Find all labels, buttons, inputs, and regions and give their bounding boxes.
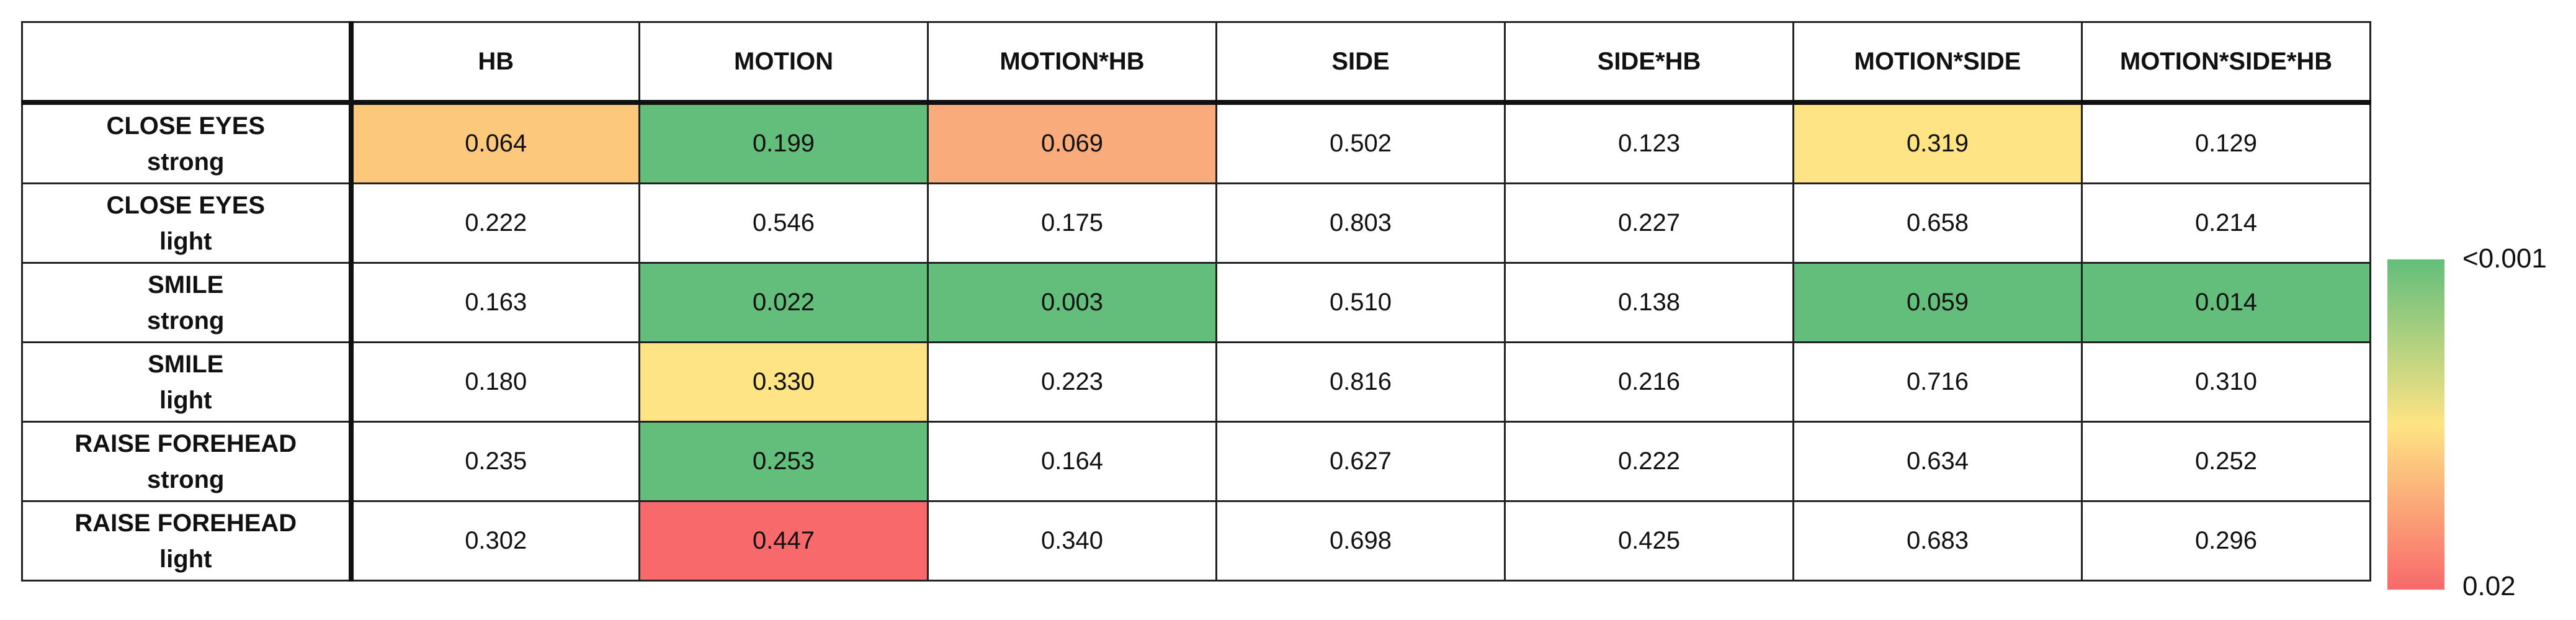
value-cell: 0.175	[927, 182, 1217, 264]
value-cell: 0.003	[927, 262, 1217, 343]
value-cell: 0.129	[2081, 101, 2371, 184]
value-cell: 0.302	[350, 500, 640, 582]
value-cell: 0.163	[350, 262, 640, 343]
value-cell: 0.319	[1792, 101, 2083, 184]
value-cell: 0.216	[1504, 341, 1794, 423]
value-cell: 0.330	[638, 341, 929, 423]
value-cell: 0.634	[1792, 421, 2083, 502]
value-cell: 0.803	[1215, 182, 1506, 264]
value-cell: 0.816	[1215, 341, 1506, 423]
column-header: MOTION*SIDE	[1792, 21, 2083, 105]
row-label-line: light	[159, 545, 212, 573]
value-cell: 0.222	[1504, 421, 1794, 502]
column-header: HB	[350, 21, 640, 105]
colorbar	[2387, 259, 2444, 590]
row-label-line: strong	[147, 148, 225, 176]
data-row: RAISE FOREHEAD light 0.302 0.447 0.340 0.698 0…	[21, 500, 2371, 582]
value-cell: 0.425	[1504, 500, 1794, 582]
value-cell: 0.199	[638, 101, 929, 184]
colorbar-bottom-label: 0.02	[2462, 571, 2516, 601]
results-table: HB MOTION MOTION*HB SIDE SIDE*HB MOTION*SIDE M…	[21, 21, 2371, 582]
data-row: CLOSE EYES strong 0.064 0.199 0.069 0.502 0.12…	[21, 101, 2371, 184]
value-cell: 0.164	[927, 421, 1217, 502]
column-header: SIDE	[1215, 21, 1506, 105]
row-label: CLOSE EYES light	[21, 182, 354, 264]
value-cell: 0.059	[1792, 262, 2083, 343]
row-label-line: SMILE	[148, 271, 224, 299]
row-label-line: light	[159, 227, 212, 255]
value-cell: 0.223	[927, 341, 1217, 423]
value-cell: 0.658	[1792, 182, 2083, 264]
row-label-line: SMILE	[148, 350, 224, 378]
value-cell: 0.502	[1215, 101, 1506, 184]
value-cell: 0.698	[1215, 500, 1506, 582]
value-cell: 0.510	[1215, 262, 1506, 343]
data-row: RAISE FOREHEAD strong 0.235 0.253 0.164 0.627…	[21, 421, 2371, 502]
row-label-line: light	[159, 386, 212, 414]
value-cell: 0.069	[927, 101, 1217, 184]
value-cell: 0.716	[1792, 341, 2083, 423]
column-header: MOTION	[638, 21, 929, 105]
header-row: HB MOTION MOTION*HB SIDE SIDE*HB MOTION*SIDE M…	[21, 21, 2371, 105]
column-header: SIDE*HB	[1504, 21, 1794, 105]
value-cell: 0.022	[638, 262, 929, 343]
data-row: SMILE light 0.180 0.330 0.223 0.816 0.216 0.716…	[21, 341, 2371, 423]
row-label: CLOSE EYES strong	[21, 101, 354, 184]
row-label-line: RAISE FOREHEAD	[74, 509, 297, 537]
value-cell: 0.235	[350, 421, 640, 502]
row-label: SMILE strong	[21, 262, 354, 343]
value-cell: 0.014	[2081, 262, 2371, 343]
row-label: RAISE FOREHEAD light	[21, 500, 354, 582]
row-label-line: CLOSE EYES	[106, 191, 266, 219]
row-label-line: strong	[147, 465, 225, 493]
value-cell: 0.123	[1504, 101, 1794, 184]
row-label: SMILE light	[21, 341, 354, 423]
value-cell: 0.447	[638, 500, 929, 582]
value-cell: 0.296	[2081, 500, 2371, 582]
value-cell: 0.310	[2081, 341, 2371, 423]
value-cell: 0.214	[2081, 182, 2371, 264]
value-cell: 0.222	[350, 182, 640, 264]
value-cell: 0.546	[638, 182, 929, 264]
column-header: MOTION*HB	[927, 21, 1217, 105]
data-row: CLOSE EYES light 0.222 0.546 0.175 0.803 0.227…	[21, 182, 2371, 264]
value-cell: 0.064	[350, 101, 640, 184]
row-label-line: strong	[147, 307, 225, 335]
colorbar-top-label: <0.001	[2462, 243, 2547, 274]
value-cell: 0.253	[638, 421, 929, 502]
colorbar-gradient	[2387, 259, 2444, 590]
value-cell: 0.683	[1792, 500, 2083, 582]
value-cell: 0.340	[927, 500, 1217, 582]
data-row: SMILE strong 0.163 0.022 0.003 0.510 0.138 0.05…	[21, 262, 2371, 343]
corner-cell	[21, 21, 354, 105]
value-cell: 0.227	[1504, 182, 1794, 264]
row-label-line: CLOSE EYES	[106, 112, 266, 140]
value-cell: 0.252	[2081, 421, 2371, 502]
value-cell: 0.627	[1215, 421, 1506, 502]
value-cell: 0.138	[1504, 262, 1794, 343]
row-label-line: RAISE FOREHEAD	[74, 429, 297, 457]
column-header: MOTION*SIDE*HB	[2081, 21, 2371, 105]
row-label: RAISE FOREHEAD strong	[21, 421, 354, 502]
value-cell: 0.180	[350, 341, 640, 423]
